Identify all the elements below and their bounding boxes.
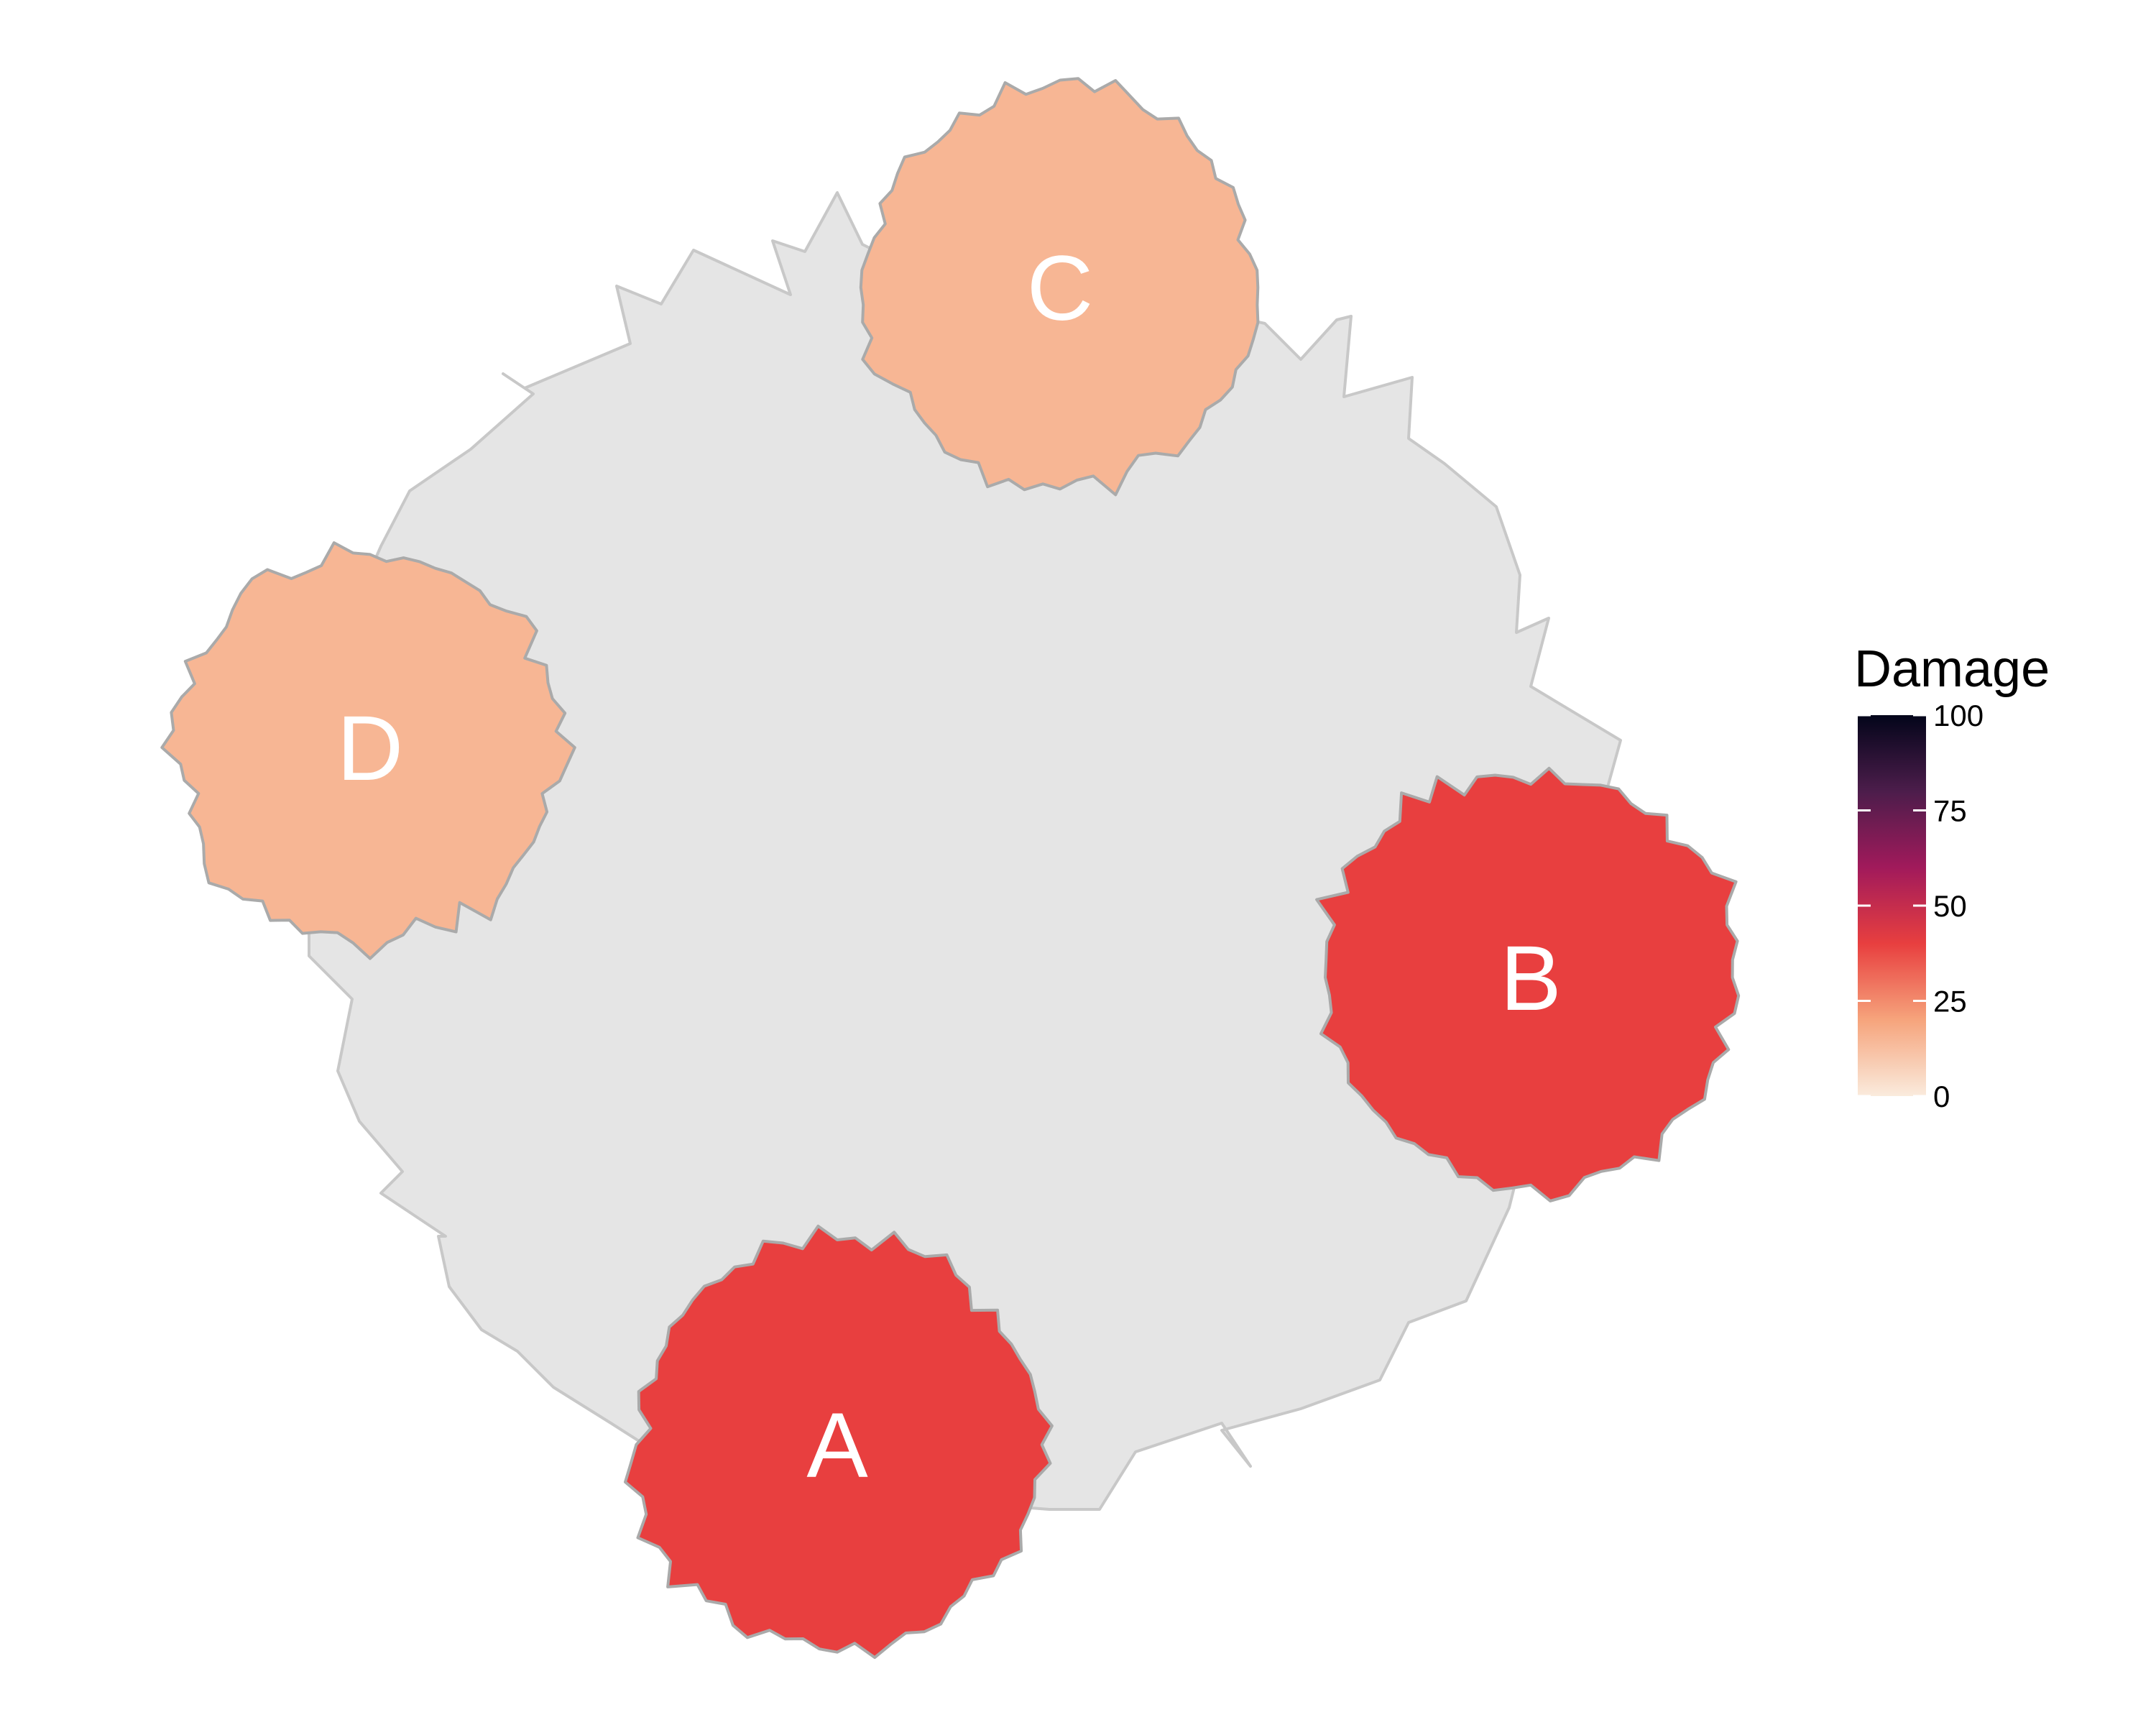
node-b-shape [1315, 766, 1741, 1202]
legend-tick-label: 75 [1933, 794, 1967, 828]
node-d: D [160, 541, 576, 960]
node-a-shape [624, 1224, 1054, 1660]
node-a-label: A [806, 1394, 868, 1497]
legend-tick-label: 100 [1933, 699, 1984, 732]
node-d-label: D [337, 697, 403, 800]
legend-tick-label: 50 [1933, 889, 1967, 923]
legend-tick-label: 0 [1933, 1080, 1950, 1113]
node-b-label: B [1500, 927, 1561, 1030]
node-a: A [624, 1224, 1054, 1660]
node-c-label: C [1027, 237, 1093, 340]
legend-title: Damage [1854, 640, 2050, 698]
node-c: C [859, 77, 1260, 497]
background-region [308, 191, 1622, 1511]
node-b: B [1315, 766, 1741, 1202]
node-c-shape [859, 77, 1260, 497]
legend-tick-label: 25 [1933, 985, 1967, 1018]
node-d-shape [160, 541, 576, 960]
legend: Damage 0 25 50 75 100 [1854, 640, 2050, 1113]
